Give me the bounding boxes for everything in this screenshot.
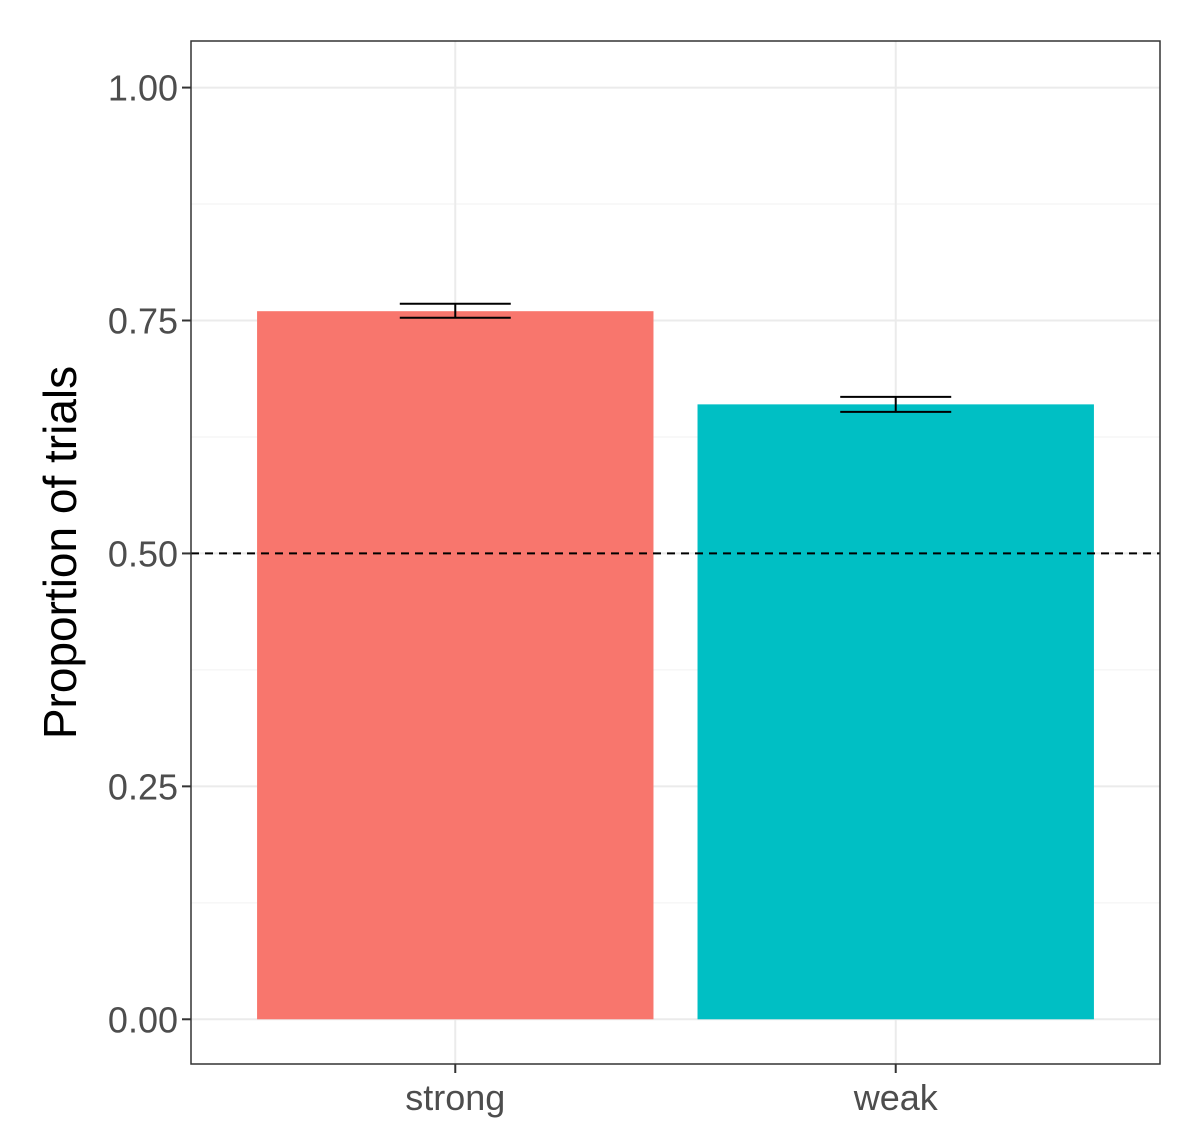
bar-strong xyxy=(257,311,654,1020)
bar-weak xyxy=(697,404,1094,1020)
x-tick-label: strong xyxy=(405,1077,505,1118)
y-axis: 0.00 0.25 0.50 0.75 1.00 xyxy=(108,68,191,1040)
error-bar-strong xyxy=(399,302,511,319)
y-axis-title: Proportion of trials xyxy=(34,366,86,739)
y-tick-label: 0.25 xyxy=(108,766,178,807)
y-tick-label: 0.50 xyxy=(108,533,178,574)
y-tick-label: 0.00 xyxy=(108,999,178,1040)
error-bar-weak xyxy=(840,395,952,413)
y-tick-label: 0.75 xyxy=(108,301,178,342)
bars xyxy=(257,311,1094,1020)
x-tick-label: weak xyxy=(853,1077,939,1118)
y-tick-label: 1.00 xyxy=(108,68,178,109)
x-axis: strong weak xyxy=(405,1064,939,1118)
error-bars xyxy=(399,302,952,413)
